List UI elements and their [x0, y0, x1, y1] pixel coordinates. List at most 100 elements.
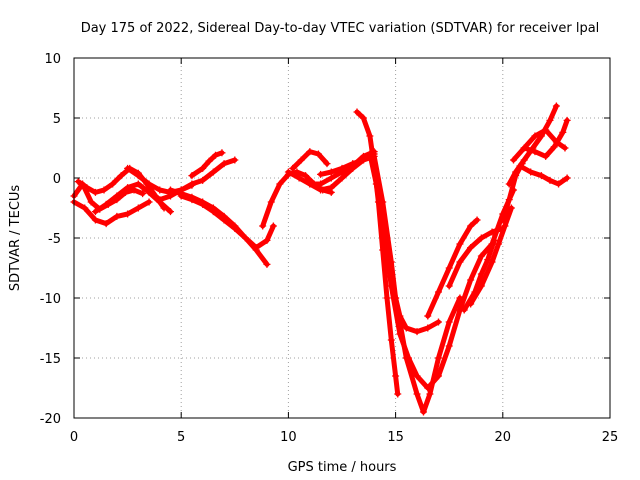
y-axis-title: SDTVAR / TECUs — [8, 185, 23, 292]
data-point-marker — [295, 174, 303, 182]
data-point-marker — [156, 196, 164, 204]
data-point-marker — [467, 222, 475, 230]
data-point-marker — [317, 170, 325, 178]
data-point-marker — [394, 390, 402, 398]
data-point-marker — [199, 200, 207, 208]
data-point-marker — [220, 160, 228, 168]
data-point-marker — [561, 144, 569, 152]
data-point-marker — [117, 172, 125, 180]
data-point-marker — [81, 204, 89, 212]
data-point-marker — [100, 186, 108, 194]
data-point-marker — [349, 160, 357, 168]
data-point-marker — [366, 150, 374, 158]
data-point-marker — [445, 342, 453, 350]
series-arc-8 — [177, 192, 271, 268]
data-point-marker — [306, 148, 314, 156]
data-point-marker — [467, 276, 475, 284]
data-point-marker — [501, 222, 509, 230]
x-axis-title: GPS time / hours — [288, 460, 397, 475]
data-point-marker — [445, 282, 453, 290]
data-point-marker — [392, 372, 400, 380]
series-layer — [70, 102, 571, 416]
data-point-marker — [563, 174, 571, 182]
data-point-marker — [327, 184, 335, 192]
data-point-marker — [434, 354, 442, 362]
data-point-marker — [91, 188, 99, 196]
data-point-marker — [419, 408, 427, 416]
data-point-marker — [520, 144, 528, 152]
data-point-marker — [490, 236, 498, 244]
data-point-marker — [366, 132, 374, 140]
data-point-marker — [166, 208, 174, 216]
x-tick-label: 5 — [177, 430, 185, 445]
data-point-marker — [91, 216, 99, 224]
data-point-marker — [259, 222, 267, 230]
series-arc-19 — [445, 224, 507, 290]
x-tick-label: 25 — [602, 430, 619, 445]
series-arc-12 — [289, 148, 331, 172]
data-point-marker — [550, 143, 558, 151]
data-point-marker — [87, 198, 95, 206]
data-point-marker — [113, 192, 121, 200]
data-point-marker — [145, 180, 153, 188]
data-point-marker — [537, 172, 545, 180]
data-point-marker — [546, 176, 554, 184]
data-point-marker — [276, 180, 284, 188]
y-tick-label: 0 — [53, 172, 61, 187]
data-point-marker — [542, 152, 550, 160]
data-point-marker — [188, 172, 196, 180]
data-point-marker — [531, 148, 539, 156]
data-point-marker — [434, 318, 442, 326]
data-point-marker — [124, 210, 132, 218]
data-point-marker — [338, 174, 346, 182]
data-point-marker — [263, 260, 271, 268]
data-point-marker — [413, 372, 421, 380]
series-trace — [157, 157, 238, 203]
data-point-marker — [134, 204, 142, 212]
data-point-marker — [188, 180, 196, 188]
data-point-marker — [381, 240, 389, 248]
x-tick-label: 20 — [495, 430, 512, 445]
data-point-marker — [495, 240, 503, 248]
data-point-marker — [323, 160, 331, 168]
data-point-marker — [134, 172, 142, 180]
series-trace — [500, 161, 525, 223]
data-point-marker — [563, 116, 571, 124]
data-point-marker — [166, 186, 174, 194]
data-point-marker — [252, 246, 260, 254]
data-point-marker — [359, 156, 367, 164]
data-point-marker — [231, 224, 239, 232]
y-tick-label: -20 — [40, 412, 61, 427]
series-trace — [517, 163, 570, 187]
data-point-marker — [231, 156, 239, 164]
data-point-marker — [212, 151, 220, 159]
data-point-marker — [297, 156, 305, 164]
data-point-marker — [302, 172, 310, 180]
data-point-marker — [456, 240, 464, 248]
data-point-marker — [284, 168, 292, 176]
data-point-marker — [314, 150, 322, 158]
data-point-marker — [102, 200, 110, 208]
series-arc-6 — [156, 156, 239, 204]
data-point-marker — [505, 196, 513, 204]
y-tick-label: 10 — [44, 52, 61, 67]
data-point-marker — [372, 180, 380, 188]
data-point-marker — [188, 196, 196, 204]
data-point-marker — [289, 164, 297, 172]
data-point-marker — [460, 306, 468, 314]
series-arc-9 — [188, 149, 226, 180]
data-point-marker — [379, 222, 387, 230]
data-point-marker — [218, 149, 226, 157]
data-point-marker — [209, 168, 217, 176]
data-point-marker — [166, 192, 174, 200]
data-point-marker — [109, 180, 117, 188]
data-point-marker — [473, 216, 481, 224]
data-point-marker — [124, 164, 132, 172]
data-point-marker — [518, 160, 526, 168]
series-arc-17 — [381, 240, 464, 416]
data-point-marker — [267, 198, 275, 206]
chart-title: Day 175 of 2022, Sidereal Day-to-day VTE… — [81, 21, 600, 36]
series-arc-2 — [70, 198, 153, 228]
